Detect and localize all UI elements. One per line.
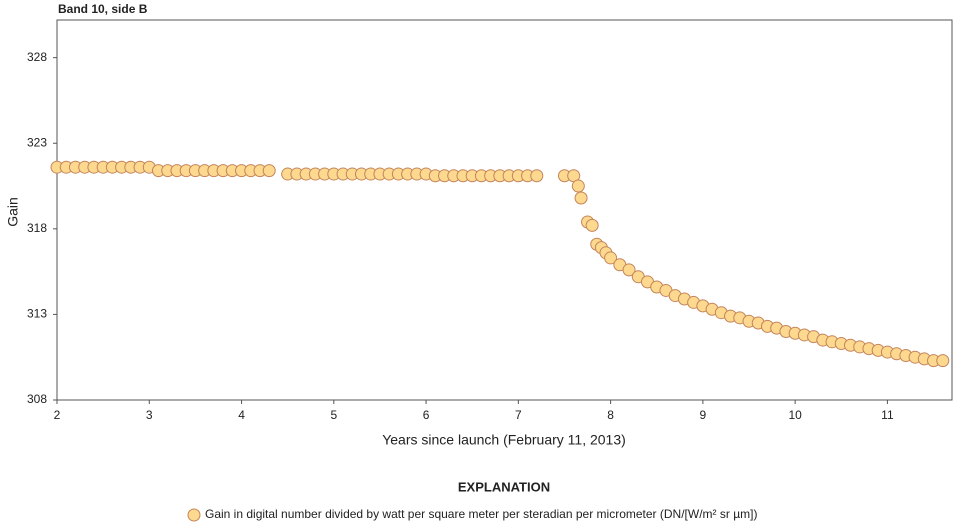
x-tick-label: 3 (146, 408, 153, 422)
chart-title: Band 10, side B (58, 2, 148, 16)
y-tick-label: 318 (27, 221, 47, 235)
point (604, 251, 618, 265)
point (622, 263, 636, 277)
x-tick-label: 9 (700, 408, 707, 422)
y-tick-label: 328 (27, 50, 47, 64)
x-tick-label: 2 (54, 408, 61, 422)
x-tick-label: 5 (330, 408, 337, 422)
y-tick-label: 308 (27, 392, 47, 406)
point (574, 191, 588, 205)
x-tick-label: 8 (607, 408, 614, 422)
x-tick-label: 6 (423, 408, 430, 422)
legend-title: EXPLANATION (458, 479, 550, 494)
plot-frame (56, 19, 953, 401)
x-tick-label: 4 (238, 408, 245, 422)
point (585, 218, 599, 232)
point (571, 179, 585, 193)
point (530, 169, 544, 183)
point (936, 354, 950, 368)
legend-marker (187, 508, 201, 522)
point (262, 164, 276, 178)
y-axis-label: Gain (5, 197, 21, 227)
legend-label: Gain in digital number divided by watt p… (205, 507, 757, 521)
y-tick-label: 313 (27, 307, 47, 321)
x-axis-label: Years since launch (February 11, 2013) (382, 432, 626, 448)
x-tick-label: 7 (515, 408, 522, 422)
x-tick-label: 11 (881, 408, 894, 422)
x-tick-label: 10 (788, 408, 802, 422)
y-tick-label: 323 (27, 135, 47, 149)
